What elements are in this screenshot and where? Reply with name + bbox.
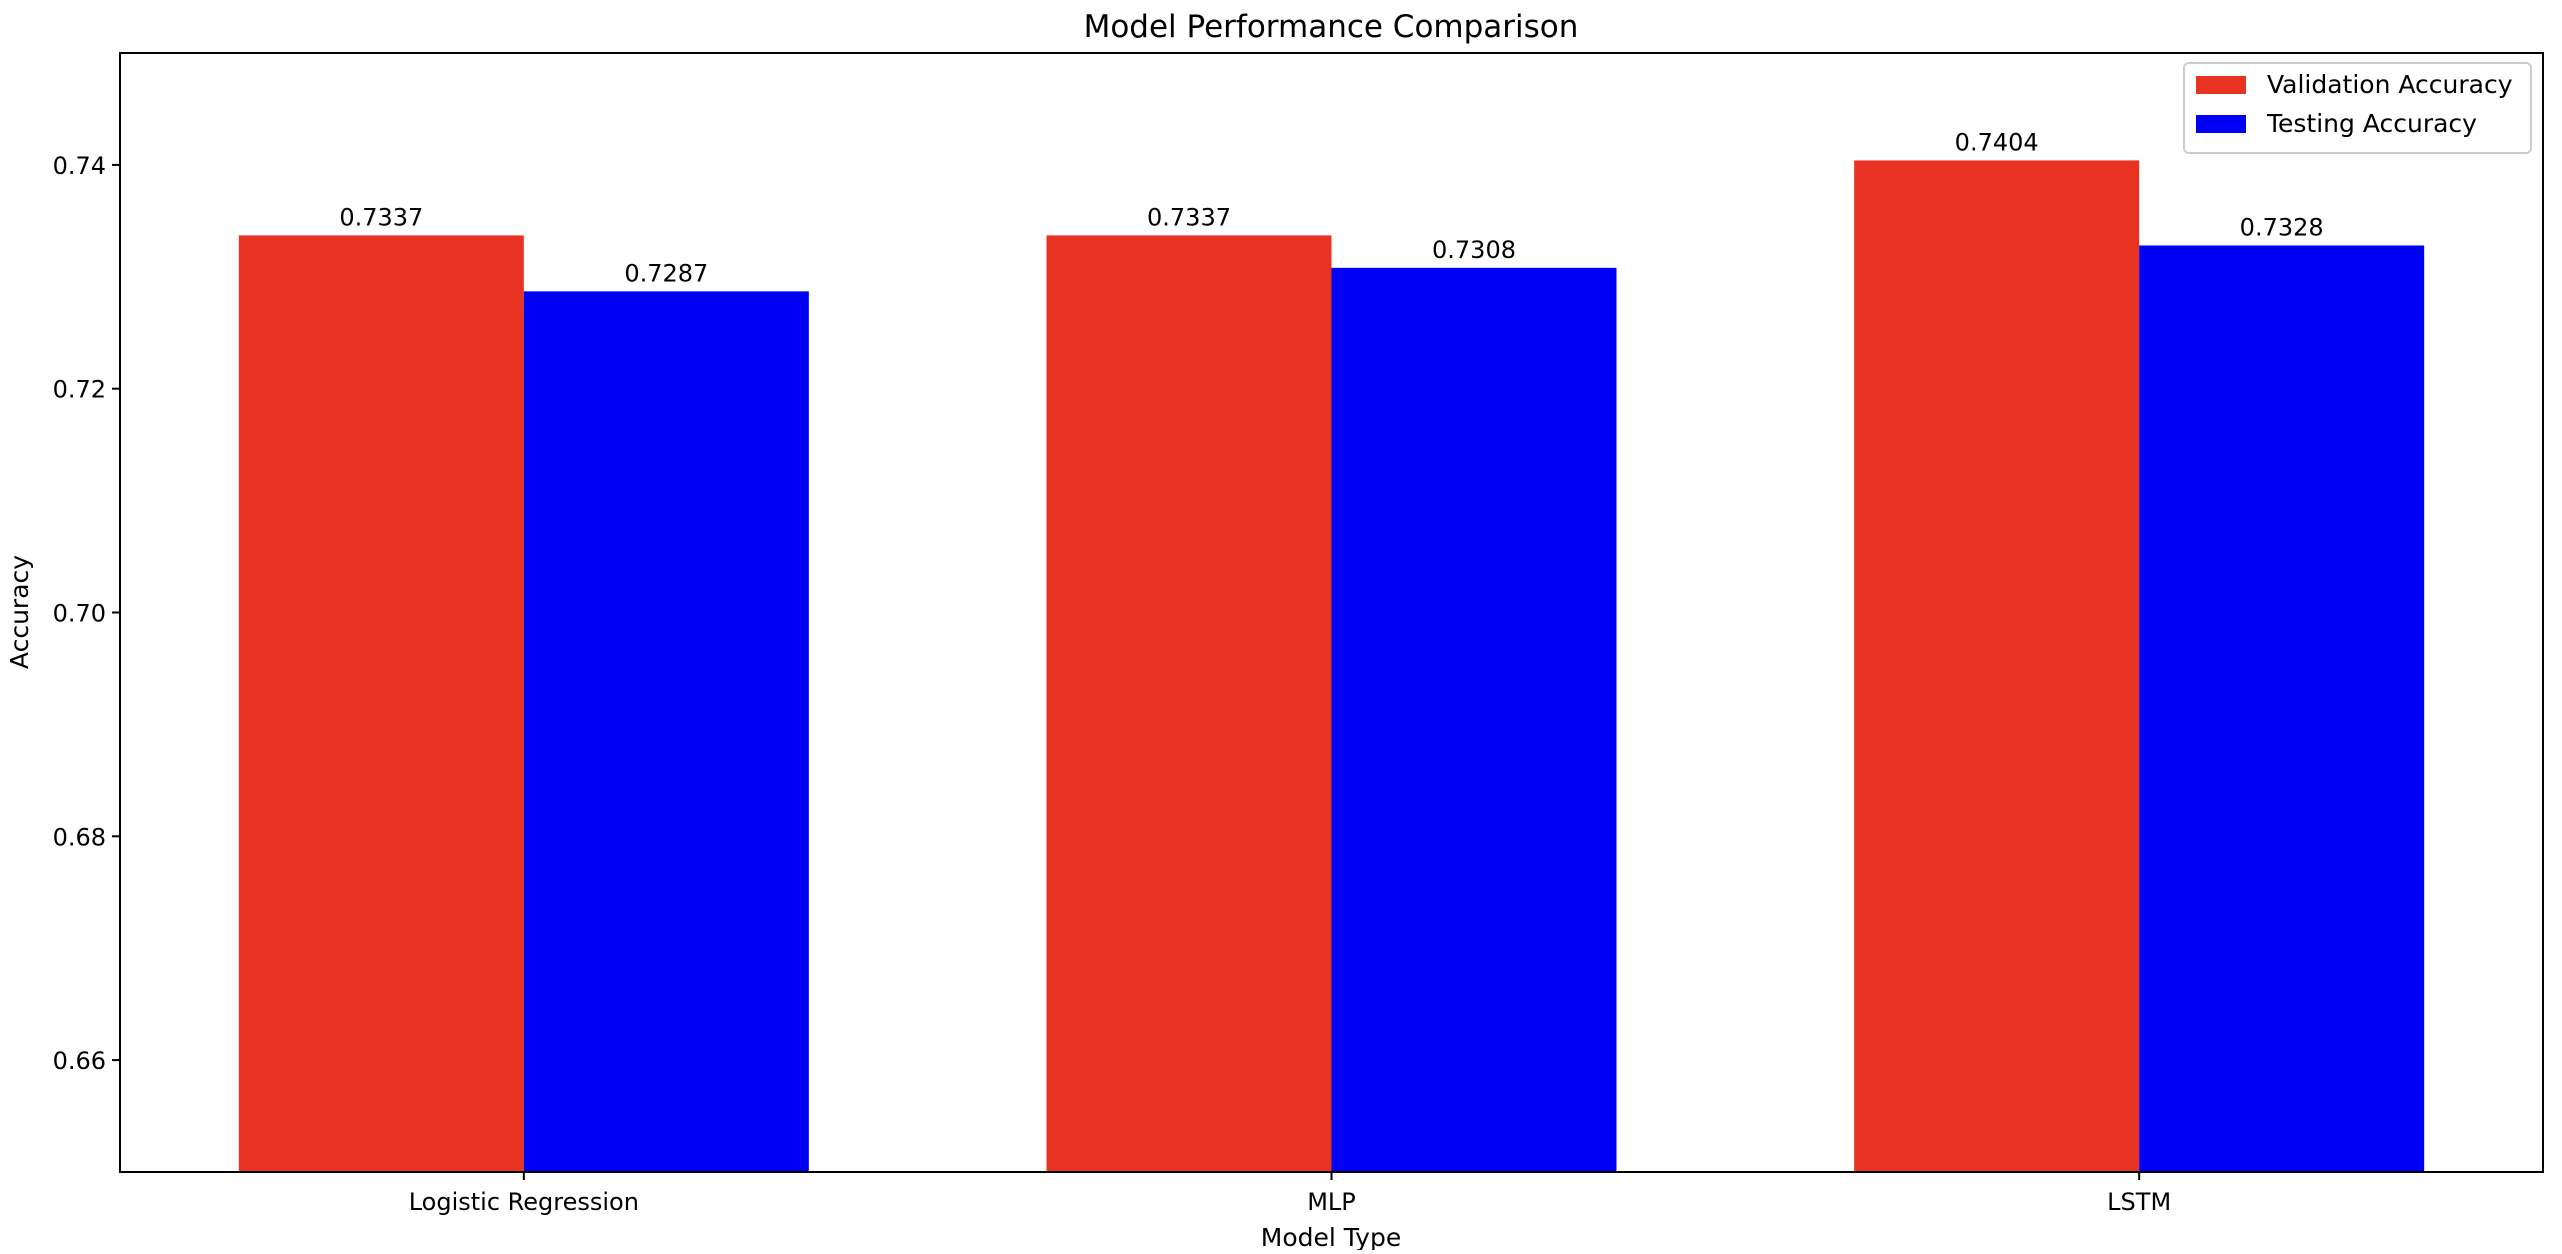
bar-value-label: 0.7404 — [1955, 128, 2039, 156]
legend-label-testing: Testing Accuracy — [2266, 109, 2477, 138]
legend-swatch-validation — [2196, 76, 2246, 94]
y-tick-label: 0.68 — [53, 823, 106, 851]
bar-value-label: 0.7308 — [1432, 236, 1516, 264]
y-tick-label: 0.66 — [53, 1047, 106, 1075]
chart-title: Model Performance Comparison — [1084, 9, 1579, 45]
x-tick-label: LSTM — [2107, 1188, 2171, 1216]
bar-testing-1 — [1331, 267, 1617, 1172]
bar-validation-1 — [1046, 235, 1332, 1173]
legend-label-validation: Validation Accuracy — [2267, 70, 2513, 99]
value-labels-layer: 0.7337 0.7287 0.7337 0.7308 0.7404 0.7328 — [339, 128, 2323, 287]
bar-testing-0 — [523, 291, 809, 1172]
y-tick-label: 0.72 — [53, 376, 106, 404]
x-axis-label: Model Type — [1261, 1223, 1401, 1250]
y-axis-ticks: 0.66 0.68 0.70 0.72 0.74 — [53, 152, 120, 1075]
legend-frame — [2183, 62, 2532, 154]
bar-value-label: 0.7287 — [624, 259, 708, 287]
x-axis-ticks: Logistic Regression MLP LSTM — [409, 1172, 2171, 1216]
bar-value-label: 0.7328 — [2240, 213, 2324, 241]
y-tick-label: 0.70 — [53, 600, 106, 628]
y-axis-label: Accuracy — [5, 555, 34, 669]
legend: Validation Accuracy Testing Accuracy — [2183, 62, 2532, 154]
x-tick-label: MLP — [1307, 1188, 1356, 1216]
y-tick-label: 0.74 — [53, 152, 106, 180]
bar-testing-2 — [2139, 245, 2425, 1172]
x-tick-label: Logistic Regression — [409, 1188, 639, 1216]
bar-validation-0 — [238, 235, 524, 1173]
bar-validation-2 — [1854, 160, 2140, 1172]
legend-swatch-testing — [2196, 115, 2246, 133]
bar-value-label: 0.7337 — [339, 203, 423, 231]
bar-value-label: 0.7337 — [1147, 203, 1231, 231]
bars-layer — [238, 160, 2425, 1173]
